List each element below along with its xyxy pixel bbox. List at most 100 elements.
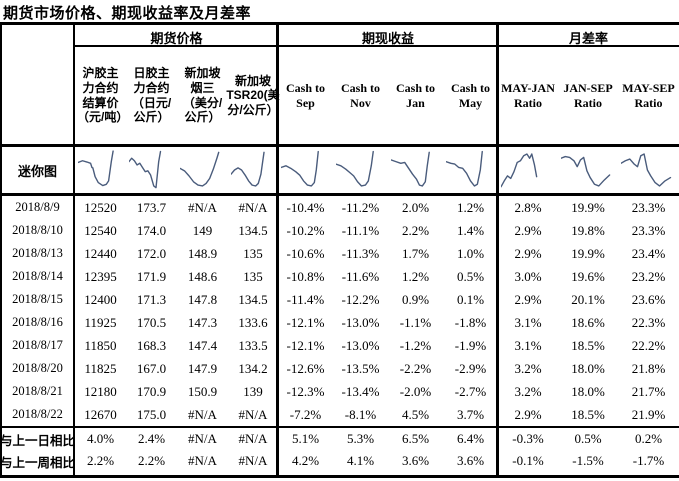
row-label: 2018/8/22 xyxy=(12,407,63,421)
table-cell: 3.6% xyxy=(456,453,485,468)
row-label: 与上一日相比 xyxy=(0,433,75,448)
row-label: 2018/8/14 xyxy=(12,269,63,283)
table-cell: 174.0 xyxy=(136,222,167,238)
table-cell: -1.8% xyxy=(454,314,487,330)
table-cell: 4.0% xyxy=(86,431,115,446)
table-cell: #N/A xyxy=(188,199,217,215)
column-header: Cash to Sep xyxy=(285,80,325,110)
table-cell: 139 xyxy=(243,383,263,399)
table-cell: -12.3% xyxy=(286,383,325,399)
sparkline-cell xyxy=(558,149,618,191)
group-header-cash-yield: 期现收益 xyxy=(278,25,498,47)
table-cell: -1.7% xyxy=(632,453,665,468)
table-cell: 2.9% xyxy=(514,245,542,261)
column-header-spacer xyxy=(0,47,75,144)
row-label: 2018/8/15 xyxy=(12,292,63,306)
sparkline-row-label: 迷你图 xyxy=(17,163,57,179)
table-cell: -13.5% xyxy=(341,360,380,376)
table-row: 2018/8/15 12400 171.3 147.8 134.5 -11.4% -12.2… xyxy=(0,288,679,311)
table-cell: 22.2% xyxy=(631,337,666,353)
table-cell: 1.4% xyxy=(456,222,485,238)
table-cell: -2.7% xyxy=(454,383,487,399)
table-cell: -1.2% xyxy=(399,337,432,353)
table-cell: 21.9% xyxy=(631,406,666,422)
table-cell: 149 xyxy=(192,222,213,238)
table-cell: 2.8% xyxy=(514,199,542,215)
table-cell: -10.8% xyxy=(286,268,325,284)
table-cell: -12.2% xyxy=(341,291,380,307)
table-row: 2018/8/20 11825 167.0 147.9 134.2 -12.6% -13.5… xyxy=(0,357,679,380)
column-header: MAY-SEP Ratio xyxy=(622,80,675,110)
sparkline-chart-icon xyxy=(501,149,555,191)
page-title: 期货市场价格、期现收益率及月差率 xyxy=(3,5,252,22)
sparkline-cell xyxy=(443,149,498,191)
sparkline-chart-icon xyxy=(78,149,123,191)
table-border-left xyxy=(0,25,2,475)
table-cell: 18.5% xyxy=(571,406,605,422)
table-cell: 23.4% xyxy=(631,245,666,261)
table-cell: 150.9 xyxy=(187,383,218,399)
column-header: 新加坡烟三（美分/公斤） xyxy=(182,66,223,125)
table-cell: 12540 xyxy=(84,222,117,238)
table-cell: -1.9% xyxy=(454,337,487,353)
table-cell: 134.5 xyxy=(238,222,268,238)
table-cell: 2.2% xyxy=(137,453,166,468)
table-cell: 4.2% xyxy=(291,453,320,468)
row-label: 2018/8/13 xyxy=(12,246,63,260)
table-cell: 171.3 xyxy=(136,291,167,307)
table-cell: 3.7% xyxy=(456,406,485,422)
table-cell: -10.6% xyxy=(286,245,325,261)
sparkline-cell xyxy=(333,149,388,191)
sparkline-chart-icon xyxy=(231,149,275,191)
table-cell: 6.4% xyxy=(456,431,485,446)
table-cell: 0.5% xyxy=(456,268,485,284)
sparkline-cell xyxy=(498,149,558,191)
table-cell: 19.8% xyxy=(571,222,605,238)
label-column-divider xyxy=(73,25,75,475)
row-label: 2018/8/16 xyxy=(12,315,63,329)
table-cell: -13.4% xyxy=(341,383,380,399)
table-cell: 2.0% xyxy=(401,199,430,215)
table-cell: 0.9% xyxy=(401,291,430,307)
table-cell: 23.3% xyxy=(631,199,666,215)
table-cell: 1.0% xyxy=(456,245,485,261)
table-cell: -11.1% xyxy=(341,222,380,238)
column-header: MAY-JAN Ratio xyxy=(501,80,555,110)
table-cell: -0.3% xyxy=(512,431,544,446)
table-cell: 147.9 xyxy=(187,360,218,376)
table-body: 2018/8/9 12520 173.7 #N/A #N/A -10.4% -11.2% 2.… xyxy=(0,196,679,426)
sparkline-chart-icon xyxy=(336,149,385,191)
table-cell: -2.9% xyxy=(454,360,487,376)
column-header: JAN-SEP Ratio xyxy=(563,80,613,110)
table-cell: 170.5 xyxy=(136,314,167,330)
table-cell: 147.8 xyxy=(187,291,218,307)
table-cell: 170.9 xyxy=(136,383,167,399)
table-cell: 133.5 xyxy=(238,337,268,353)
table-cell: -11.6% xyxy=(341,268,380,284)
table-cell: 1.2% xyxy=(401,268,430,284)
table-cell: #N/A xyxy=(238,199,268,215)
table-cell: 3.1% xyxy=(514,314,542,330)
table-cell: 12400 xyxy=(84,291,117,307)
table-cell: 2.9% xyxy=(514,222,542,238)
table-cell: 6.5% xyxy=(401,431,430,446)
table-cell: 12395 xyxy=(84,268,117,284)
table-cell: 175.0 xyxy=(136,406,167,422)
table-cell: 12440 xyxy=(84,245,117,261)
table-cell: 0.2% xyxy=(634,431,663,446)
group-header-futures-price: 期货价格 xyxy=(75,25,278,47)
table-cell: -10.4% xyxy=(286,199,325,215)
table-cell: 167.0 xyxy=(136,360,167,376)
table-cell: 3.2% xyxy=(514,360,542,376)
row-label: 2018/8/20 xyxy=(12,361,63,375)
table-cell: 171.9 xyxy=(136,268,167,284)
table-cell: 133.6 xyxy=(238,314,268,330)
table-cell: #N/A xyxy=(238,406,268,422)
table-cell: 19.9% xyxy=(571,199,605,215)
summary-row: 与上一日相比 4.0% 2.4% #N/A #N/A 5.1% 5.3% 6.5% 6.4% -0… xyxy=(0,428,679,450)
table-row: 2018/8/10 12540 174.0 149 134.5 -10.2% -11.1% 2… xyxy=(0,219,679,242)
row-label: 与上一周相比 xyxy=(0,455,75,470)
table-cell: 12670 xyxy=(84,406,117,422)
column-header: Cash to May xyxy=(450,80,490,110)
group-header-spacer xyxy=(0,25,75,47)
